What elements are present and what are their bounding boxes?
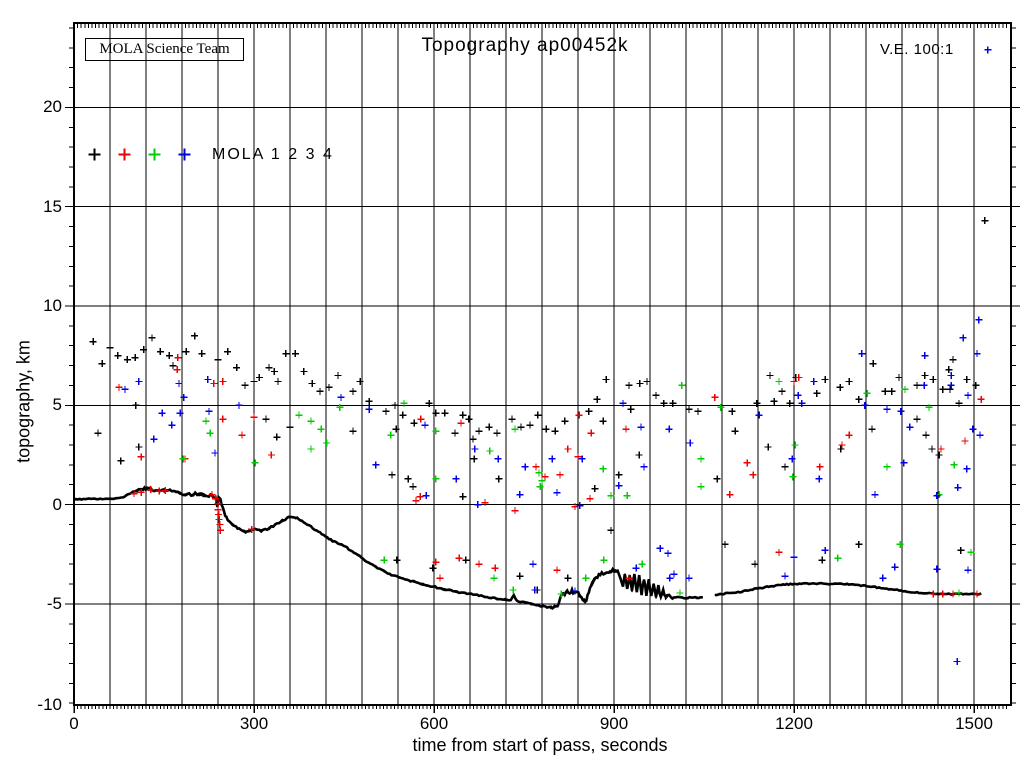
y-tick-label: 10 — [43, 296, 62, 315]
team-credit-label: MOLA Science Team — [99, 41, 230, 57]
legend-label: MOLA 1 2 3 4 — [212, 146, 334, 163]
legend-plus-icon — [88, 148, 101, 161]
x-tick-label: 900 — [599, 714, 629, 733]
x-tick-label: 600 — [419, 714, 449, 733]
team-credit-box: MOLA Science Team — [85, 38, 244, 61]
legend-plus-icon — [118, 148, 131, 161]
x-tick-label: 0 — [69, 714, 79, 733]
y-tick-label: 20 — [43, 97, 62, 117]
x-tick-label: 300 — [239, 714, 269, 733]
legend-plus-icon — [178, 148, 191, 161]
y-tick-label: 0 — [52, 494, 62, 514]
x-axis-title: time from start of pass, seconds — [412, 735, 668, 755]
chart-title: Topography ap00452k — [421, 35, 629, 56]
y-tick-label: -5 — [46, 593, 62, 613]
y-tick-label: 15 — [43, 196, 62, 216]
vertical-exaggeration-label: V.E. 100:1 — [880, 41, 954, 58]
x-tick-label: 1200 — [775, 714, 813, 733]
y-tick-label: 5 — [52, 395, 62, 415]
legend: MOLA 1 2 3 4 — [88, 144, 334, 166]
legend-plus-markers — [88, 146, 208, 164]
legend-plus-icon — [148, 148, 161, 161]
x-tick-label: 1500 — [955, 714, 993, 733]
y-tick-label: -10 — [37, 695, 62, 714]
